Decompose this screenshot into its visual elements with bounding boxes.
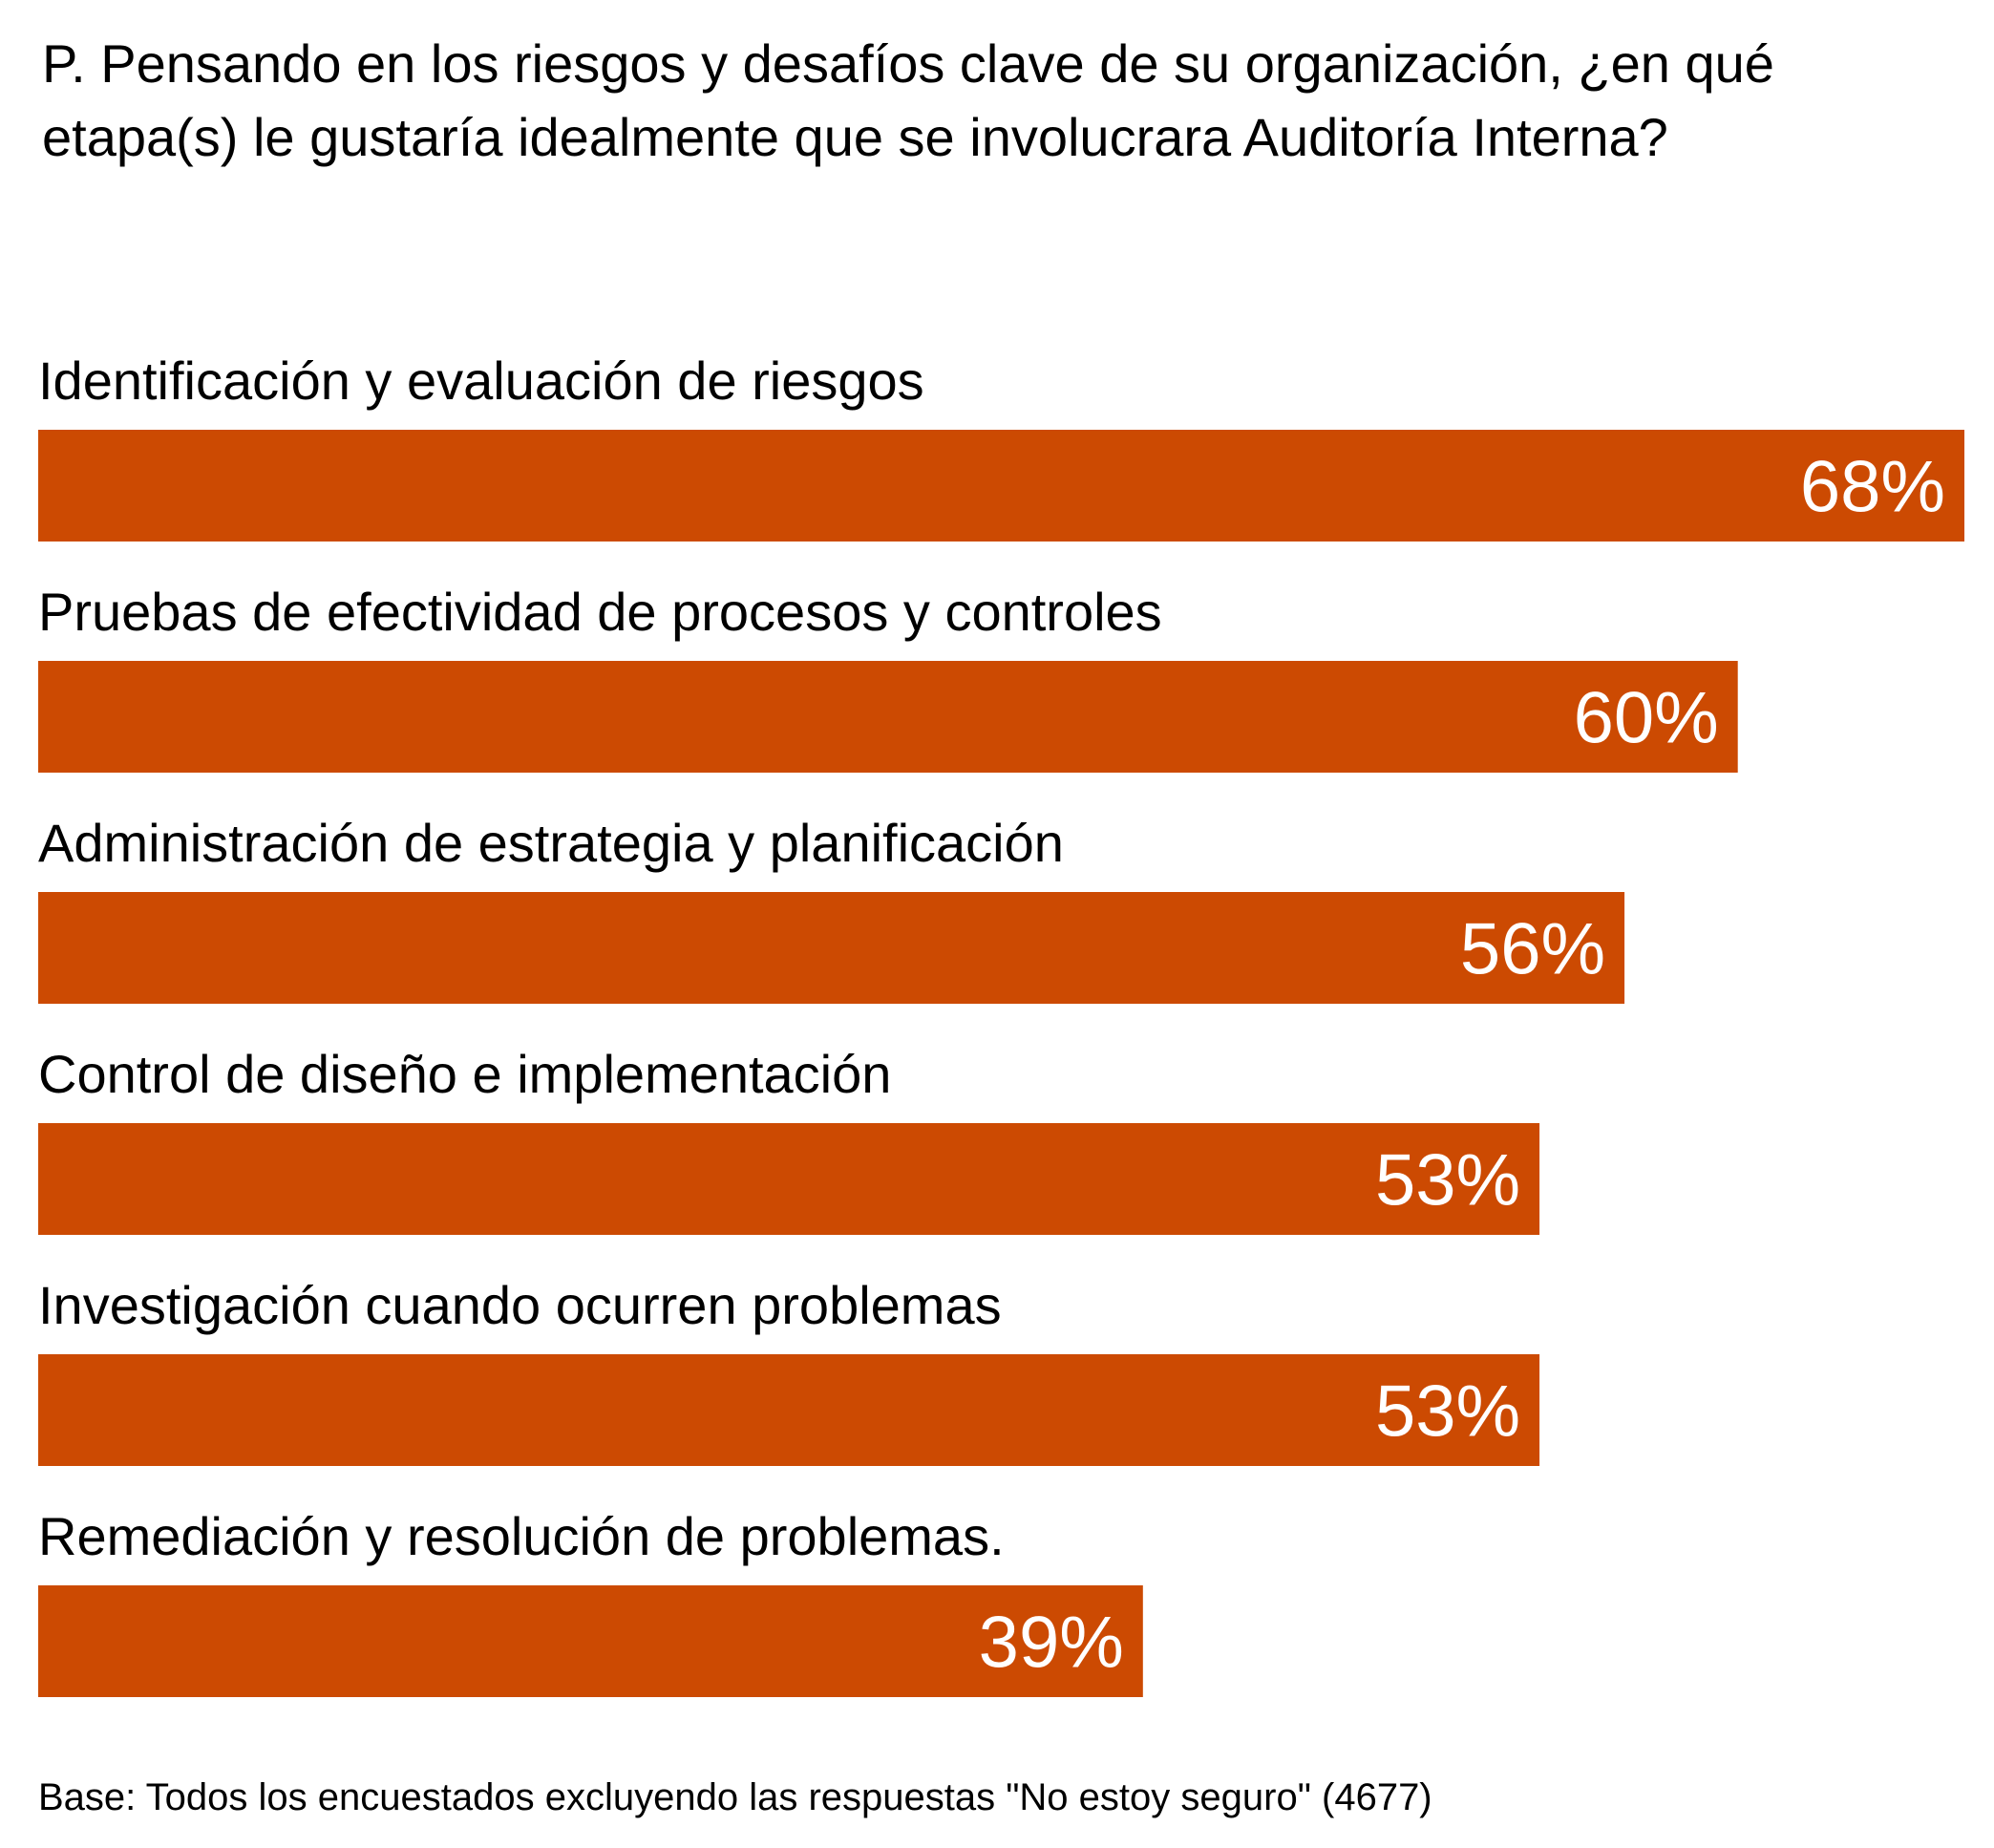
- chart-title: P. Pensando en los riesgos y desafíos cl…: [42, 33, 1774, 167]
- base-footnote: Base: Todos los encuestados excluyendo l…: [38, 1776, 1432, 1818]
- category-label: Identificación y evaluación de riesgos: [38, 350, 924, 411]
- bar: [38, 1123, 1540, 1235]
- category-label: Investigación cuando ocurren problemas: [38, 1275, 1002, 1335]
- bar: [38, 1354, 1540, 1466]
- value-label: 53%: [1375, 1371, 1520, 1453]
- bar: [38, 661, 1738, 773]
- value-label: 68%: [1800, 447, 1945, 528]
- category-label: Control de diseño e implementación: [38, 1044, 891, 1104]
- bar: [38, 892, 1625, 1004]
- value-label: 39%: [979, 1603, 1124, 1684]
- category-label: Pruebas de efectividad de procesos y con…: [38, 582, 1162, 642]
- value-label: 56%: [1460, 909, 1605, 990]
- category-label: Remediación y resolución de problemas.: [38, 1506, 1005, 1566]
- bar: [38, 430, 1964, 542]
- value-label: 60%: [1574, 678, 1719, 759]
- bar: [38, 1585, 1143, 1697]
- value-label: 53%: [1375, 1140, 1520, 1221]
- category-label: Administración de estrategia y planifica…: [38, 813, 1064, 873]
